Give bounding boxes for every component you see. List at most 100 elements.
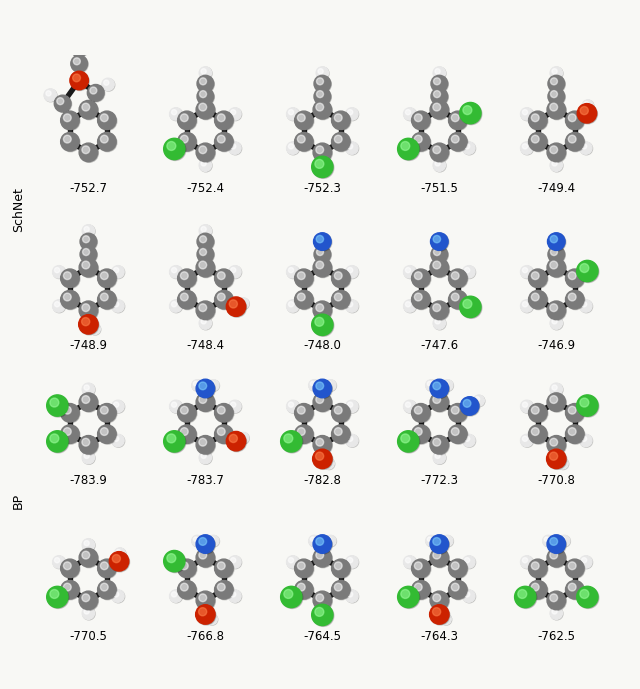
Circle shape <box>547 548 566 567</box>
Circle shape <box>228 556 241 568</box>
Circle shape <box>208 535 219 546</box>
Text: -772.3: -772.3 <box>420 474 458 487</box>
Circle shape <box>295 291 314 309</box>
Circle shape <box>414 114 422 122</box>
Circle shape <box>83 236 90 243</box>
Circle shape <box>63 428 71 435</box>
Circle shape <box>529 559 547 577</box>
Circle shape <box>294 269 313 287</box>
Circle shape <box>84 227 89 232</box>
Circle shape <box>404 108 417 121</box>
Circle shape <box>198 76 214 92</box>
Circle shape <box>324 458 335 470</box>
Circle shape <box>440 614 452 625</box>
Circle shape <box>430 606 450 625</box>
Circle shape <box>412 580 430 599</box>
Circle shape <box>566 560 585 578</box>
Circle shape <box>580 434 592 446</box>
Circle shape <box>434 68 446 80</box>
Circle shape <box>199 103 207 111</box>
Circle shape <box>465 436 470 442</box>
Circle shape <box>474 395 484 407</box>
Circle shape <box>312 314 333 336</box>
Circle shape <box>61 133 80 152</box>
Circle shape <box>325 380 336 391</box>
Circle shape <box>287 266 300 278</box>
Circle shape <box>172 592 177 597</box>
Circle shape <box>521 108 533 121</box>
Circle shape <box>172 110 177 115</box>
Circle shape <box>196 143 214 162</box>
Circle shape <box>100 583 108 591</box>
Circle shape <box>167 434 176 443</box>
Circle shape <box>334 428 342 435</box>
Circle shape <box>61 559 79 577</box>
Circle shape <box>84 385 89 390</box>
Circle shape <box>228 590 241 602</box>
Circle shape <box>317 78 323 85</box>
Circle shape <box>198 247 214 263</box>
Text: -764.3: -764.3 <box>420 630 458 643</box>
Circle shape <box>295 426 314 444</box>
Circle shape <box>404 300 417 313</box>
Circle shape <box>313 548 332 567</box>
Circle shape <box>442 535 453 546</box>
Circle shape <box>552 609 557 614</box>
Circle shape <box>79 393 98 411</box>
Circle shape <box>200 236 207 243</box>
Circle shape <box>332 133 351 152</box>
Circle shape <box>200 452 212 464</box>
Circle shape <box>178 269 196 287</box>
Circle shape <box>550 318 563 330</box>
Circle shape <box>79 315 98 334</box>
Circle shape <box>294 404 313 422</box>
Circle shape <box>197 393 216 412</box>
Circle shape <box>431 302 449 320</box>
Circle shape <box>346 434 358 446</box>
Circle shape <box>550 78 557 85</box>
Circle shape <box>316 395 324 404</box>
Circle shape <box>566 111 584 130</box>
Circle shape <box>81 318 90 326</box>
Circle shape <box>180 271 188 280</box>
Circle shape <box>543 536 554 547</box>
Circle shape <box>550 537 557 545</box>
Circle shape <box>72 56 88 72</box>
Circle shape <box>334 135 342 143</box>
Circle shape <box>580 143 593 155</box>
Circle shape <box>112 300 125 313</box>
Text: -746.9: -746.9 <box>537 340 575 353</box>
Circle shape <box>61 425 79 444</box>
Circle shape <box>229 434 237 442</box>
Circle shape <box>431 259 449 278</box>
Circle shape <box>218 562 225 570</box>
Circle shape <box>112 266 125 278</box>
Circle shape <box>180 114 188 122</box>
Circle shape <box>197 549 216 568</box>
Circle shape <box>295 112 314 130</box>
Circle shape <box>412 425 430 444</box>
Circle shape <box>332 269 350 287</box>
Circle shape <box>54 95 71 112</box>
Circle shape <box>326 382 332 386</box>
Circle shape <box>287 556 300 568</box>
Circle shape <box>548 436 566 455</box>
Circle shape <box>451 293 459 301</box>
Circle shape <box>227 432 246 452</box>
Circle shape <box>550 594 557 601</box>
Circle shape <box>568 114 576 122</box>
Circle shape <box>63 271 71 280</box>
Circle shape <box>289 557 294 563</box>
Circle shape <box>428 537 432 542</box>
Circle shape <box>435 69 440 74</box>
Circle shape <box>314 450 333 469</box>
Circle shape <box>206 614 218 625</box>
Circle shape <box>548 144 566 163</box>
Circle shape <box>198 608 207 616</box>
Circle shape <box>47 586 68 608</box>
Circle shape <box>550 383 563 395</box>
Circle shape <box>50 434 59 443</box>
Circle shape <box>47 431 68 452</box>
Circle shape <box>552 69 557 74</box>
Circle shape <box>522 110 527 115</box>
